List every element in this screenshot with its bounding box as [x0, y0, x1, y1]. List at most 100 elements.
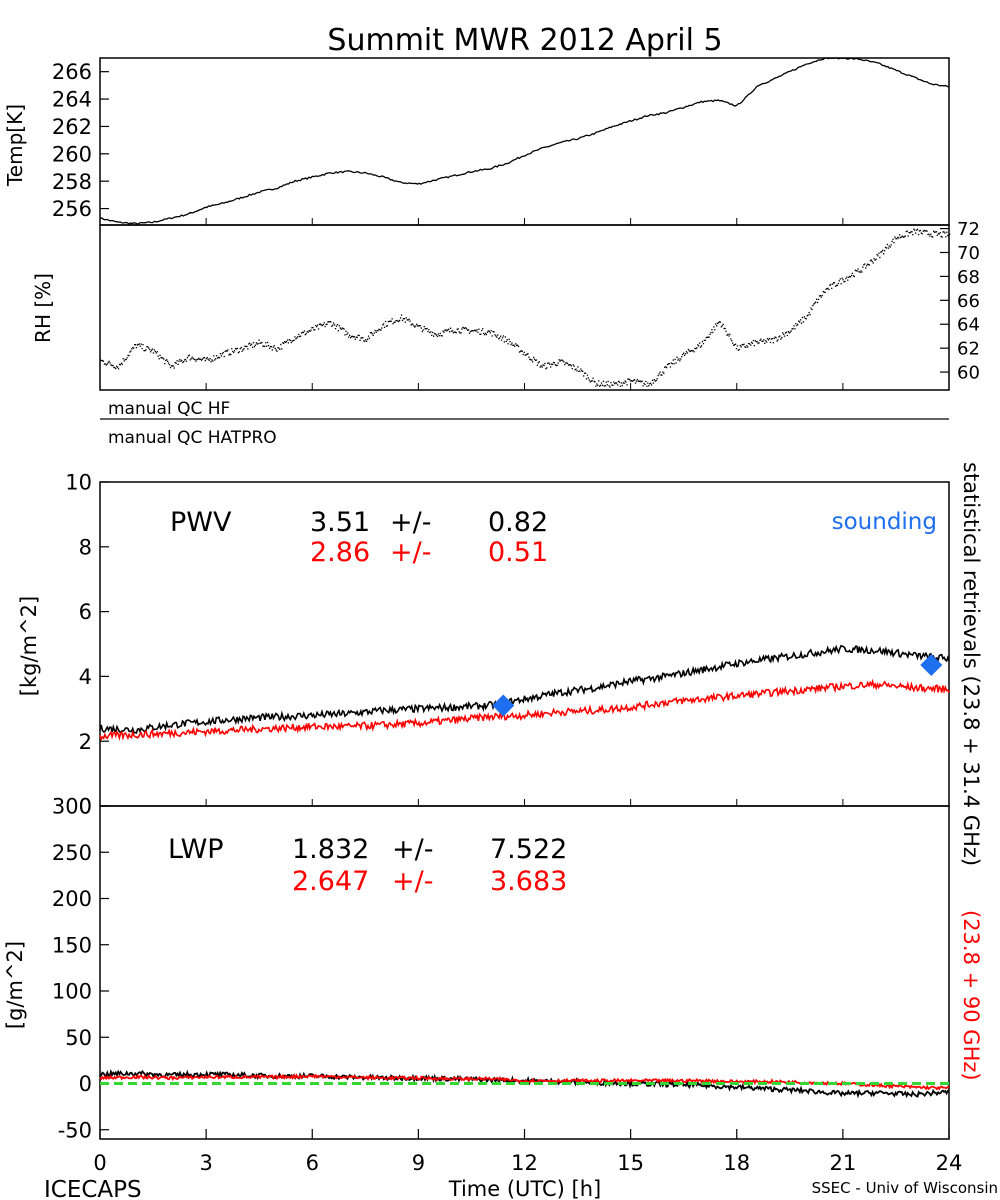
rh-point — [203, 357, 206, 359]
rh-point — [876, 253, 878, 256]
rh-point — [377, 330, 379, 332]
rh-point — [250, 344, 252, 346]
rh-point — [195, 360, 197, 362]
rh-point — [406, 319, 408, 321]
rh-point — [124, 358, 126, 361]
rh-point — [613, 381, 615, 383]
rh-point — [519, 350, 522, 353]
rh-point — [616, 382, 618, 384]
rh-point — [497, 334, 499, 336]
rh-point — [837, 282, 839, 285]
rh-point — [184, 358, 187, 361]
rh-point — [785, 331, 788, 333]
rh-point — [119, 364, 122, 366]
right-label-90ghz: (23.8 + 90 GHz) — [959, 910, 983, 1081]
rh-point — [140, 343, 142, 345]
rh-point — [468, 332, 471, 334]
rh-point — [571, 368, 573, 370]
rh-point — [902, 236, 905, 238]
rh-point — [496, 336, 498, 338]
rh-point — [865, 267, 867, 269]
figure-title: Summit MWR 2012 April 5 — [327, 23, 722, 58]
rh-point — [338, 325, 340, 327]
rh-point — [713, 326, 715, 328]
rh-point — [174, 361, 176, 364]
rh-point — [148, 347, 150, 349]
rh-point — [127, 354, 129, 356]
rh-point — [146, 346, 148, 348]
pwv-ytick-label: 4 — [79, 665, 92, 689]
rh-point — [680, 358, 682, 360]
rh-point — [155, 352, 157, 354]
rh-point — [752, 339, 755, 342]
rh-point — [596, 383, 598, 385]
rh-point — [414, 326, 416, 328]
rh-point — [895, 237, 897, 240]
rh-point — [529, 358, 531, 360]
rh-point — [554, 364, 556, 366]
rh-point — [600, 384, 602, 386]
rh-point — [561, 359, 563, 361]
rh-point — [341, 327, 343, 329]
rh-point — [717, 322, 720, 324]
rh-point — [620, 382, 622, 384]
rh-point — [930, 233, 932, 235]
rh-point — [815, 301, 817, 303]
rh-point — [200, 359, 203, 361]
rh-point — [457, 328, 459, 330]
rh-point — [537, 362, 539, 364]
rh-point — [276, 350, 278, 352]
rh-point — [421, 330, 423, 333]
rh-point — [431, 334, 433, 336]
pwv-black-line — [99, 644, 950, 735]
rh-point — [136, 344, 139, 346]
rh-point — [167, 360, 169, 362]
pwv-ytick-label: 2 — [79, 730, 92, 754]
rh-point — [182, 361, 184, 364]
rh-point — [285, 341, 288, 343]
rh-point — [237, 352, 239, 354]
rh-point — [877, 255, 879, 257]
rh-point — [514, 345, 516, 347]
rh-point — [535, 359, 538, 361]
rh-point — [813, 303, 815, 305]
rh-point — [822, 290, 824, 293]
rh-point — [245, 345, 247, 348]
lwp-std-red: 3.683 — [490, 866, 567, 897]
rh-point — [744, 346, 746, 348]
rh-point — [333, 322, 335, 324]
rh-point — [507, 343, 509, 345]
rh-point — [346, 333, 348, 335]
rh-point — [897, 236, 899, 238]
rh-point — [254, 344, 256, 346]
lwp-y-label: [g/m^2] — [3, 941, 27, 1029]
rh-point — [866, 263, 869, 265]
rh-point — [924, 230, 926, 232]
rh-point — [300, 335, 302, 337]
rh-point — [775, 337, 777, 339]
rh-point — [595, 385, 597, 387]
rh-point — [221, 353, 223, 355]
rh-point — [565, 362, 567, 364]
lwp-pm-red: +/- — [392, 866, 433, 897]
rh-point — [700, 345, 703, 347]
rh-point — [874, 259, 876, 261]
rh-point — [404, 321, 406, 323]
rh-point — [156, 351, 158, 353]
rh-point — [216, 355, 218, 357]
rh-point — [128, 355, 130, 357]
rh-point — [101, 359, 104, 362]
rh-point — [867, 263, 870, 266]
rh-point — [703, 339, 705, 342]
rh-point — [123, 360, 125, 362]
rh-point — [764, 342, 766, 344]
rh-point — [104, 363, 106, 365]
pwv-stats-black: 3.51 +/- 0.82 — [310, 507, 548, 538]
rh-point — [840, 283, 842, 285]
rh-point — [490, 330, 492, 332]
rh-point — [105, 364, 107, 366]
rh-point — [134, 344, 137, 346]
lwp-y-ticks: -50 0 50 100 150 200 250 300 — [52, 795, 109, 1142]
rh-point — [318, 323, 321, 325]
rh-point — [884, 246, 887, 248]
